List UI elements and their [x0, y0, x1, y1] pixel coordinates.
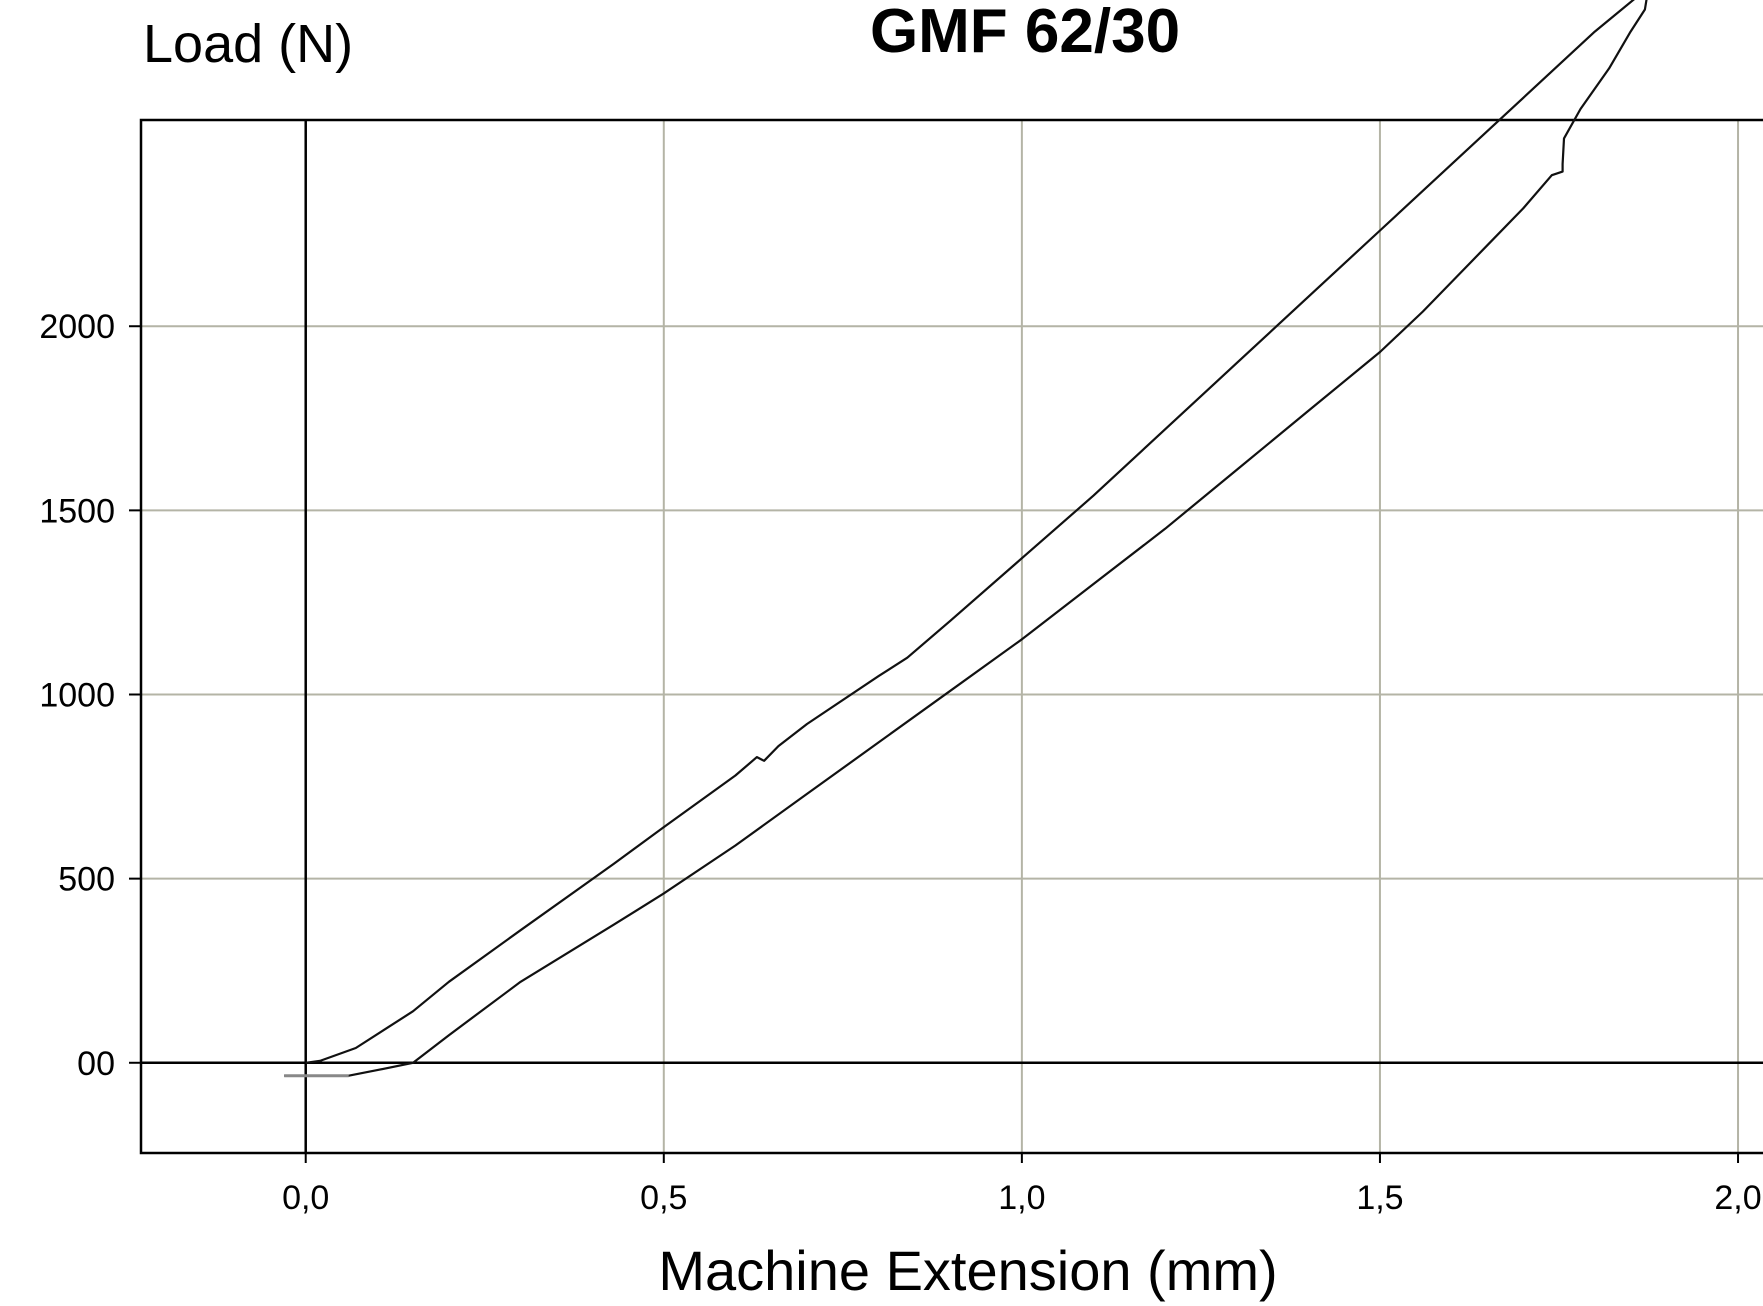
x-tick-label: 0,5 — [640, 1179, 687, 1217]
y-axis-label: Load (N) — [143, 14, 353, 74]
y-tick-label: 2000 — [39, 308, 115, 346]
series-line-2 — [305, 0, 1635, 1064]
x-tick-label: 1,0 — [998, 1179, 1045, 1217]
y-tick-label: 1000 — [39, 677, 115, 715]
y-tick-label: 500 — [58, 861, 115, 899]
y-tick-label: 1500 — [39, 492, 115, 530]
series-curves — [284, 0, 1648, 1078]
plot-frame — [139, 118, 1763, 1155]
x-ticks: 0,0 0,5 1,0 1,5 2,0 — [282, 1153, 1762, 1217]
x-tick-label: 2,0 — [1714, 1179, 1761, 1217]
series-line-1 — [284, 0, 1648, 1077]
chart-title: GMF 62/30 — [870, 0, 1180, 66]
y-ticks: 00 500 1000 1500 2000 — [39, 308, 141, 1083]
x-tick-label: 1,5 — [1356, 1179, 1403, 1217]
x-tick-label: 0,0 — [282, 1179, 329, 1217]
gridlines — [141, 120, 1763, 1153]
y-tick-label: 00 — [77, 1045, 115, 1083]
zero-lines — [141, 120, 1763, 1153]
x-axis-label: Machine Extension (mm) — [658, 1239, 1277, 1302]
